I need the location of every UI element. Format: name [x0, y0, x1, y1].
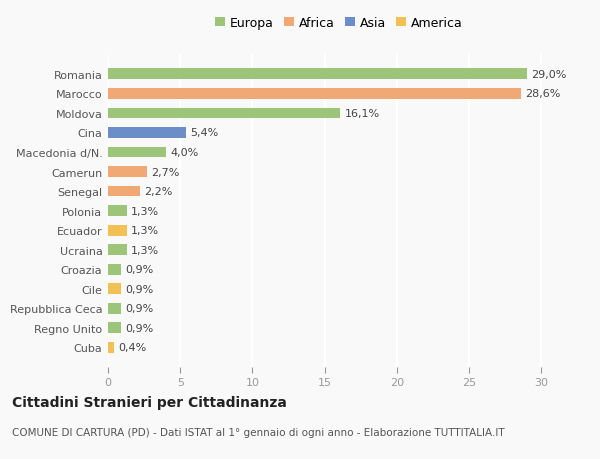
- Text: 5,4%: 5,4%: [190, 128, 218, 138]
- Text: 28,6%: 28,6%: [525, 89, 560, 99]
- Bar: [108, 206, 127, 217]
- Bar: [108, 167, 147, 178]
- Text: 0,9%: 0,9%: [125, 304, 154, 313]
- Text: 16,1%: 16,1%: [345, 109, 380, 118]
- Text: 1,3%: 1,3%: [131, 245, 159, 255]
- Text: 4,0%: 4,0%: [170, 148, 199, 157]
- Text: 1,3%: 1,3%: [131, 226, 159, 235]
- Bar: [108, 323, 121, 334]
- Text: COMUNE DI CARTURA (PD) - Dati ISTAT al 1° gennaio di ogni anno - Elaborazione TU: COMUNE DI CARTURA (PD) - Dati ISTAT al 1…: [12, 427, 505, 437]
- Text: 0,4%: 0,4%: [118, 343, 146, 353]
- Text: Cittadini Stranieri per Cittadinanza: Cittadini Stranieri per Cittadinanza: [12, 395, 287, 409]
- Text: 0,9%: 0,9%: [125, 284, 154, 294]
- Bar: [108, 69, 527, 80]
- Bar: [108, 342, 114, 353]
- Text: 1,3%: 1,3%: [131, 206, 159, 216]
- Bar: [108, 284, 121, 295]
- Bar: [108, 186, 140, 197]
- Bar: [108, 303, 121, 314]
- Bar: [108, 245, 127, 256]
- Bar: [108, 89, 521, 100]
- Text: 2,2%: 2,2%: [144, 187, 172, 196]
- Bar: [108, 264, 121, 275]
- Text: 29,0%: 29,0%: [531, 70, 566, 79]
- Bar: [108, 147, 166, 158]
- Bar: [108, 225, 127, 236]
- Bar: [108, 128, 186, 139]
- Text: 2,7%: 2,7%: [151, 167, 179, 177]
- Legend: Europa, Africa, Asia, America: Europa, Africa, Asia, America: [212, 15, 466, 33]
- Text: 0,9%: 0,9%: [125, 265, 154, 274]
- Bar: [108, 108, 340, 119]
- Text: 0,9%: 0,9%: [125, 323, 154, 333]
